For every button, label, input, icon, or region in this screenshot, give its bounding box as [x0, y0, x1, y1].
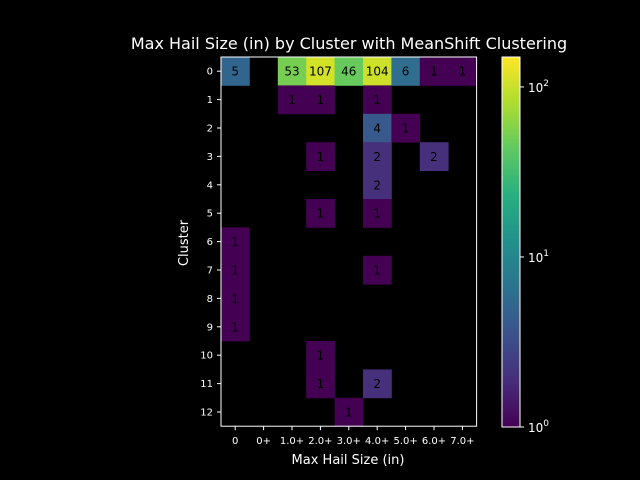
y-tick-label: 5	[207, 209, 213, 220]
cell-value-label: 2	[430, 150, 438, 164]
heatmap-cell	[306, 85, 335, 115]
heatmap-cell	[221, 312, 250, 342]
heatmap-cell	[221, 57, 250, 86]
cell-value-label: 1	[459, 65, 467, 79]
x-tick-label: 6.0+	[422, 436, 446, 447]
cell-value-label: 1	[373, 207, 381, 221]
cell-value-label: 104	[366, 65, 389, 79]
y-tick-label: 3	[207, 152, 213, 163]
heatmap-cell	[363, 369, 392, 399]
cell-value-label: 1	[231, 264, 239, 278]
y-axis-title: Cluster	[177, 219, 192, 266]
colorbar-tick-label: 101	[528, 249, 549, 265]
cell-value-label: 1	[317, 207, 325, 221]
heatmap-cell	[448, 57, 477, 86]
x-tick-label: 2.0+	[308, 436, 332, 447]
heatmap-cell	[306, 142, 335, 171]
heatmap-cell	[306, 369, 335, 399]
y-tick-label: 0	[207, 67, 213, 78]
colorbar-gradient	[502, 57, 520, 427]
y-tick-label: 11	[200, 379, 213, 390]
y-tick-label: 12	[200, 408, 213, 419]
x-tick-label: 3.0+	[337, 436, 361, 447]
heatmap-cell	[334, 57, 364, 86]
chart-title: Max Hail Size (in) by Cluster with MeanS…	[131, 34, 567, 53]
cell-value-label: 1	[317, 93, 325, 107]
x-tick-label: 1.0+	[280, 436, 304, 447]
plot-frame	[220, 56, 478, 427]
y-tick-label: 1	[207, 95, 213, 106]
cell-value-label: 6	[402, 65, 410, 79]
heatmap-cell	[221, 227, 250, 257]
cell-value-label: 1	[317, 377, 325, 391]
heatmap-cell	[306, 57, 335, 86]
heatmap-cell	[363, 255, 392, 285]
cell-value-label: 1	[231, 235, 239, 249]
heatmap-cell	[221, 255, 250, 285]
x-tick-label: 7.0+	[450, 436, 474, 447]
heatmap-cell	[391, 113, 421, 143]
cell-value-label: 1	[345, 406, 353, 420]
heatmap-cell	[221, 284, 250, 313]
x-tick-label: 0	[232, 436, 238, 447]
cell-value-label: 5	[231, 65, 239, 79]
cell-value-label: 1	[231, 292, 239, 306]
y-tick-label: 2	[207, 124, 213, 135]
colorbar-tick-label: 100	[528, 419, 549, 435]
x-tick-label: 4.0+	[365, 436, 389, 447]
cell-value-label: 107	[309, 65, 332, 79]
cell-value-label: 2	[373, 377, 381, 391]
cell-value-label: 2	[373, 178, 381, 192]
heatmap-cell	[334, 397, 364, 427]
heatmap-cell	[363, 142, 392, 171]
heatmap-cell	[363, 170, 392, 200]
y-tick-label: 4	[207, 180, 213, 191]
y-tick-label: 7	[207, 266, 213, 277]
colorbar-tick-label: 102	[528, 79, 549, 95]
cell-value-label: 1	[402, 122, 410, 136]
x-tick-label: 0+	[256, 436, 271, 447]
y-tick-label: 9	[207, 322, 213, 333]
cell-value-label: 1	[317, 349, 325, 363]
cell-value-label: 1	[430, 65, 438, 79]
heatmap-cell	[277, 85, 307, 115]
cell-value-label: 53	[284, 65, 299, 79]
heatmap-cell	[363, 113, 392, 143]
y-tick-label: 6	[207, 237, 213, 248]
cell-value-label: 1	[373, 264, 381, 278]
heatmap-cell	[277, 57, 307, 86]
heatmap-cell	[419, 57, 449, 86]
cell-value-label: 4	[373, 122, 381, 136]
heatmap-cell	[306, 199, 335, 228]
cell-value-label: 2	[373, 150, 381, 164]
plot-area: 5 53 107 46 104 6 1 1 1 1 1 4 1 1 2 2 2 1 1 1 1 1 1 1 1 1 2 1	[220, 56, 478, 427]
colorbar: 100 101 102	[501, 56, 549, 435]
cell-value-label: 1	[317, 150, 325, 164]
heatmap-cell	[391, 57, 421, 86]
y-tick-label: 8	[207, 294, 213, 305]
x-axis-title: Max Hail Size (in)	[292, 453, 405, 468]
x-tick-label: 5.0+	[393, 436, 417, 447]
heatmap-cell	[306, 341, 335, 370]
heatmap-cell	[363, 199, 392, 228]
cell-value-label: 1	[373, 93, 381, 107]
heatmap-cell	[419, 142, 449, 171]
heatmap-cell	[363, 57, 392, 86]
cell-value-label: 1	[231, 320, 239, 334]
colorbar-frame	[501, 56, 521, 428]
x-axis: 0 0+ 1.0+ 2.0+ 3.0+ 4.0+ 5.0+ 6.0+ 7.0+	[232, 426, 475, 447]
cell-value-label: 1	[288, 93, 296, 107]
cell-value-label: 46	[341, 65, 356, 79]
heatmap-cell	[363, 85, 392, 115]
y-tick-label: 10	[200, 351, 213, 362]
